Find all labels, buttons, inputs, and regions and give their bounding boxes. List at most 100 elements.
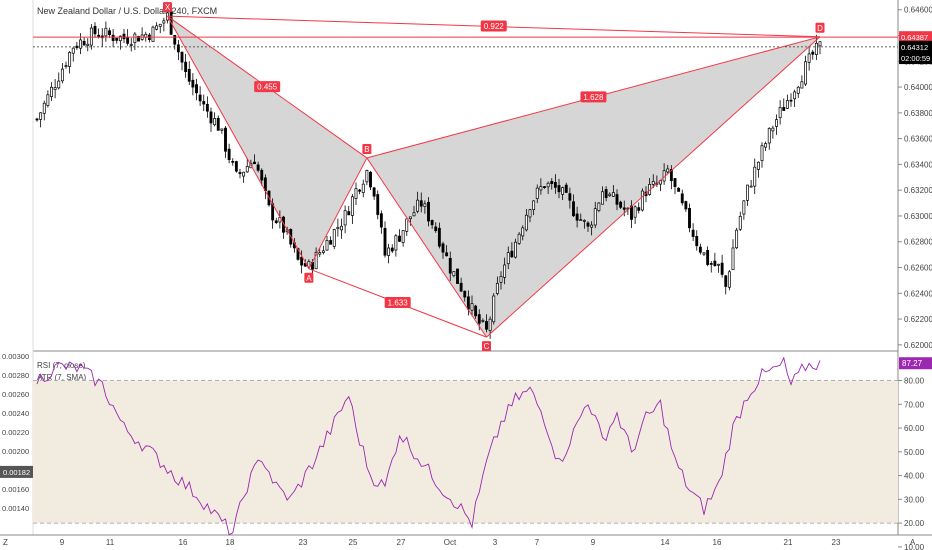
time-tick-label-4: 23 <box>299 538 308 547</box>
candle-body-26 <box>129 44 133 46</box>
candle-body-90 <box>361 183 365 193</box>
candle-93 <box>372 186 376 200</box>
candle-66 <box>274 217 278 225</box>
price-label-box-2 <box>899 52 932 65</box>
corner-right-label: A <box>910 538 916 547</box>
candle-178 <box>680 189 684 206</box>
candle-82 <box>332 228 336 250</box>
candle-134 <box>521 225 525 241</box>
candle-body-44 <box>195 84 198 94</box>
candle-53 <box>227 143 231 164</box>
candle-body-149 <box>575 213 579 221</box>
candle-4 <box>50 82 53 101</box>
candle-150 <box>579 213 583 221</box>
candle-210 <box>796 85 800 98</box>
ratio-label-2: 1.633 <box>388 298 409 307</box>
atr-tick-label-5: 0.00200 <box>2 447 29 456</box>
candle-89 <box>358 188 362 195</box>
point-label-D: D <box>817 24 823 33</box>
candle-body-97 <box>387 247 391 256</box>
candle-body-20 <box>108 30 111 36</box>
candle-body-46 <box>202 101 206 105</box>
candle-body-77 <box>314 251 318 270</box>
candle-body-148 <box>572 201 575 217</box>
candle-body-137 <box>532 200 536 211</box>
price-tick-label-4: 0.63800 <box>904 109 932 118</box>
candle-1 <box>39 112 43 128</box>
candle-61 <box>256 161 260 173</box>
candle-body-203 <box>771 127 775 132</box>
candle-body-192 <box>731 247 735 271</box>
point-label-B: B <box>364 145 369 154</box>
candle-196 <box>746 184 749 206</box>
candle-28 <box>137 35 140 42</box>
candle-185 <box>706 246 710 267</box>
candle-body-87 <box>350 196 354 216</box>
candle-22 <box>115 37 119 44</box>
candle-78 <box>318 248 322 257</box>
candle-128 <box>499 271 503 290</box>
candle-body-120 <box>470 303 474 311</box>
candle-body-28 <box>137 36 140 42</box>
leg-ab <box>308 157 368 270</box>
rsi-band-fill <box>33 380 898 524</box>
time-tick-label-2: 16 <box>179 538 188 547</box>
candle-120 <box>470 295 474 317</box>
candle-108 <box>427 197 430 227</box>
price-label-1: 0.64312 <box>901 43 928 52</box>
candle-29 <box>140 27 144 41</box>
candle-body-209 <box>793 91 797 100</box>
atr-current-label: 0.00182 <box>3 468 30 477</box>
point-box-X <box>163 2 172 13</box>
candle-body-210 <box>796 86 800 94</box>
candle-44 <box>195 78 198 101</box>
candle-11 <box>75 41 79 50</box>
candle-142 <box>550 178 554 190</box>
candle-174 <box>666 164 670 174</box>
candle-body-198 <box>753 166 757 187</box>
candle-body-33 <box>155 25 159 30</box>
candle-body-180 <box>688 208 691 229</box>
candle-body-177 <box>677 187 681 192</box>
candle-167 <box>640 188 644 212</box>
candle-body-99 <box>394 235 398 251</box>
atr-tick-label-7: 0.00160 <box>2 485 29 494</box>
candle-148 <box>572 194 575 217</box>
candle-24 <box>122 28 126 43</box>
time-tick-label-7: Oct <box>444 538 457 547</box>
candle-body-24 <box>122 33 126 40</box>
candle-body-170 <box>651 181 655 185</box>
candle-137 <box>532 200 536 216</box>
candle-126 <box>492 293 496 325</box>
candle-135 <box>524 209 528 232</box>
candle-55 <box>234 160 238 173</box>
rsi-tick-label-2: 60.00 <box>904 424 925 433</box>
candle-186 <box>709 260 713 273</box>
price-tick-label-11: 0.62400 <box>904 289 932 298</box>
candle-body-115 <box>452 271 456 277</box>
time-tick-label-11: 14 <box>661 538 670 547</box>
candle-body-135 <box>524 214 528 231</box>
candle-2 <box>42 100 46 121</box>
candle-body-156 <box>601 191 604 205</box>
candle-body-122 <box>477 314 481 324</box>
candles[interactable] <box>35 10 822 339</box>
candle-8 <box>64 61 68 69</box>
candle-body-124 <box>485 321 488 330</box>
candle-body-128 <box>499 275 503 283</box>
candle-body-147 <box>568 193 572 201</box>
candle-192 <box>731 239 735 271</box>
candle-26 <box>129 38 133 52</box>
candle-130 <box>506 246 510 270</box>
candle-body-34 <box>158 23 162 27</box>
candle-body-127 <box>495 283 499 294</box>
candle-body-89 <box>358 189 362 192</box>
candle-98 <box>390 244 394 254</box>
candle-body-117 <box>459 282 463 292</box>
candle-body-134 <box>521 227 525 237</box>
candle-116 <box>456 268 459 284</box>
candle-140 <box>543 186 546 189</box>
rsi-tick-label-7: 10.00 <box>904 543 925 550</box>
candle-body-108 <box>427 201 430 222</box>
